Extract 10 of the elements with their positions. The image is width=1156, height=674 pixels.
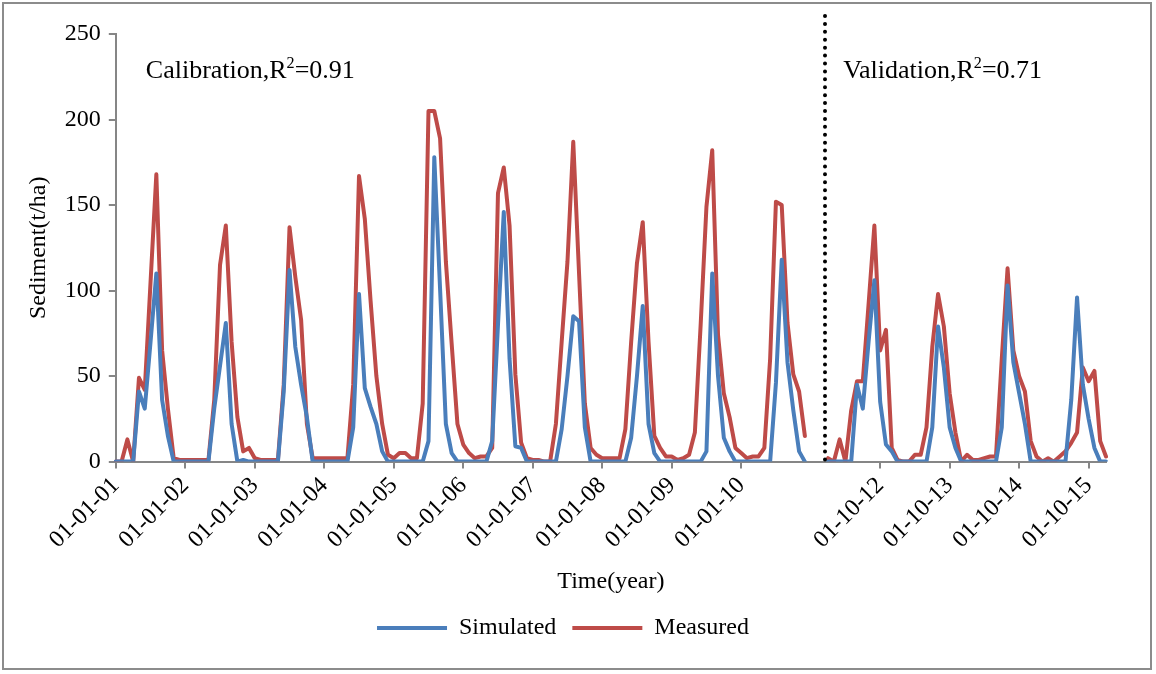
legend-label: Simulated: [459, 613, 557, 640]
y-axis-title: Sediment(t/ha): [23, 176, 50, 320]
y-tick-label: 150: [64, 190, 101, 217]
y-tick-label: 100: [64, 275, 101, 302]
legend-label: Measured: [654, 613, 749, 640]
y-tick-label: 0: [88, 446, 101, 473]
y-tick-label: 200: [64, 104, 101, 131]
y-tick-label: 50: [76, 361, 101, 388]
y-tick-label: 250: [64, 19, 101, 46]
x-axis-title: Time(year): [557, 566, 665, 593]
